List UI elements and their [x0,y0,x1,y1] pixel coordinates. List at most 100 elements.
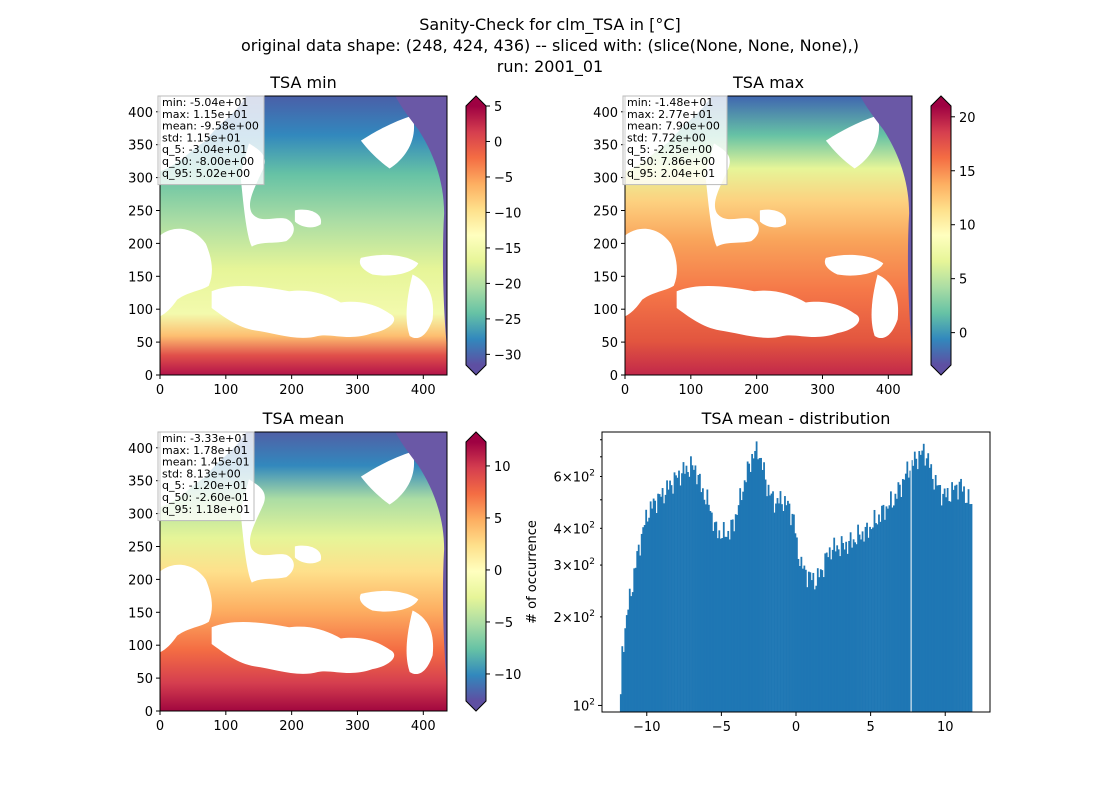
histogram-bar [743,480,746,712]
histogram-bar [939,485,942,712]
y-tick-base: 2×10 [554,611,590,626]
histogram-bar [748,463,751,712]
x-tick-label: 200 [279,383,304,398]
histogram-bar [952,489,955,712]
histogram-bar [945,497,948,712]
histogram-bar [901,479,904,712]
stats-line: q_95: 1.18e+01 [162,503,250,516]
histogram-bar [672,493,674,712]
stats-line: q_50: 7.86e+00 [627,155,715,168]
histogram-bar [670,485,673,712]
stats-line: mean: 1.45e-01 [162,456,250,469]
histogram-bars [619,441,973,712]
histogram-bar [943,488,946,712]
histogram-x-tick-label: 5 [866,720,874,735]
histogram-bar [710,512,713,712]
histogram-bar [691,465,694,712]
x-tick-label: 400 [876,383,901,398]
histogram-bar [897,482,900,712]
colorbar-tick-label: −15 [494,242,521,257]
histogram-bar [681,473,683,712]
histogram-bar [797,558,800,712]
histogram-bar [658,494,661,712]
histogram-bar [813,589,816,712]
histogram-bar [915,458,918,712]
histogram-bar [882,504,885,712]
histogram-bar [873,509,876,712]
y-tick-label: 50 [601,336,618,351]
histogram-bar [933,489,936,712]
figure-title-line-3: run: 2001_01 [497,57,603,77]
histogram-bar [830,559,833,712]
histogram-bar [810,580,813,712]
histogram-bar [718,530,721,712]
colorbar-gradient [466,106,486,365]
panel-title: TSA max [732,73,804,92]
histogram-bar [721,537,724,712]
histogram-title: TSA mean - distribution [701,409,891,428]
histogram-bar [652,498,655,712]
y-tick-label: 50 [136,672,153,687]
histogram-bar [704,504,707,712]
histogram-bar [916,469,919,712]
histogram-bar [784,496,786,712]
histogram-bar [964,502,967,712]
histogram-bar [663,503,665,712]
histogram-y-tick-label: 2×102 [554,609,595,626]
histogram-bar [812,572,815,712]
stats-line: max: 2.77e+01 [627,108,713,121]
colorbar-extend-min [466,365,486,375]
histogram-bar [664,494,667,712]
histogram-bar [833,537,836,712]
colorbar: 10 5 0 −5 −10 [465,431,521,712]
histogram-bar [909,470,912,712]
histogram-bar [854,542,856,712]
stats-box-frame [622,95,728,186]
histogram-bar [970,503,973,712]
histogram-bar [785,505,788,712]
histogram-bar [885,506,888,712]
histogram-bar [722,522,725,712]
histogram-bar [922,443,925,712]
colorbar-outline [930,95,952,376]
colorbar-tick-label: 5 [494,100,502,115]
y-tick-exponent: 2 [589,609,595,619]
histogram-bar [849,532,852,712]
histogram-bar [675,475,677,712]
histogram-bar [760,457,762,712]
histogram-bar [828,547,831,712]
histogram-bar [769,495,771,712]
histogram-bar [767,484,770,712]
x-tick-label: 0 [156,383,164,398]
y-tick-label: 150 [593,270,618,285]
histogram-bar [661,488,664,712]
y-tick-exponent: 2 [589,520,595,530]
histogram-bar [781,504,783,712]
x-tick-label: 0 [621,383,629,398]
x-tick-label: 300 [345,383,370,398]
histogram-bar [818,577,821,712]
histogram-bar [764,479,767,712]
histogram-bar [634,567,637,712]
y-tick-base: 4×10 [554,522,590,537]
y-tick-label: 150 [128,270,153,285]
histogram-bar [819,569,822,712]
histogram-bar [725,536,728,712]
histogram-bar [699,473,701,712]
histogram-bar [678,470,680,712]
histogram-bar [958,481,961,712]
colorbar-outline [465,95,487,376]
histogram-bar [846,553,849,712]
histogram-bar [949,501,952,712]
histogram-bar [688,476,691,712]
y-tick-exponent: 2 [589,557,595,567]
axes-frame [159,95,448,376]
y-tick-label: 100 [128,639,153,654]
colorbar-tick-label: −10 [494,206,521,221]
stats-box-frame [157,95,265,186]
histogram-bar [737,505,740,712]
histogram-y-tick-label: 3×102 [554,557,595,574]
histogram-bar [863,541,865,712]
histogram-bar [878,514,880,712]
histogram-bar [815,585,818,712]
